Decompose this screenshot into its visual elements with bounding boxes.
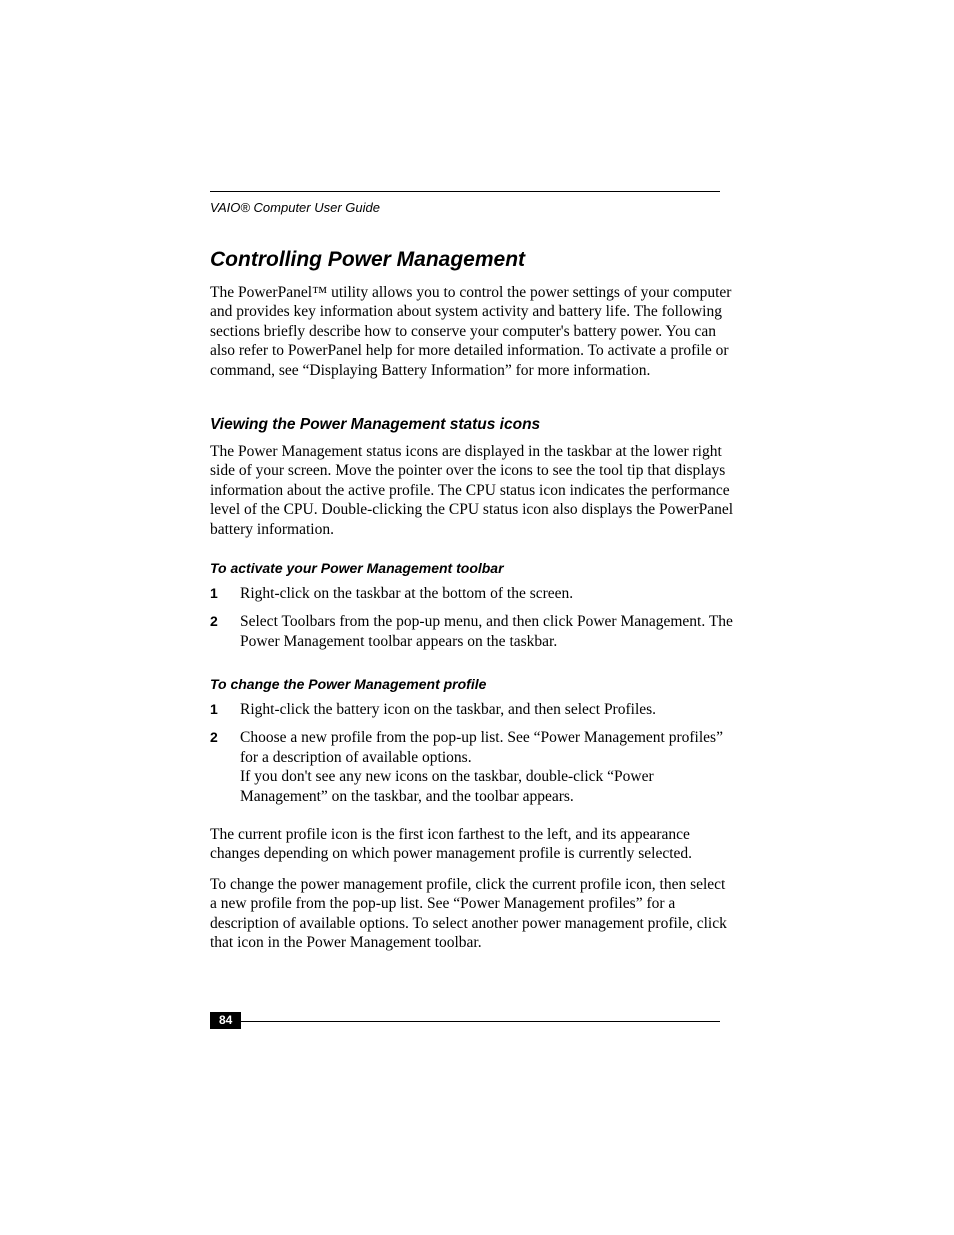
list-number: 2 [210, 728, 222, 806]
closing-paragraph-1: The current profile icon is the first ic… [210, 825, 735, 864]
list-item: 1 Right-click on the taskbar at the bott… [210, 584, 735, 603]
subheading-change-profile: To change the Power Management profile [210, 676, 486, 692]
top-rule [210, 191, 720, 192]
section-a-paragraph: The Power Management status icons are di… [210, 442, 735, 539]
intro-paragraph: The PowerPanel™ utility allows you to co… [210, 283, 735, 380]
bottom-rule [210, 1021, 720, 1022]
list-item: 2 Select Toolbars from the pop-up menu, … [210, 612, 735, 651]
list-number: 2 [210, 612, 222, 651]
closing-paragraph-2: To change the power management profile, … [210, 875, 735, 953]
list-text: Select Toolbars from the pop-up menu, an… [240, 612, 735, 651]
page-title: Controlling Power Management [210, 248, 525, 272]
subheading-activate-toolbar: To activate your Power Management toolba… [210, 560, 504, 576]
list-item: 2 Choose a new profile from the pop-up l… [210, 728, 735, 806]
ordered-list-change-profile: 1 Right-click the battery icon on the ta… [210, 700, 735, 815]
document-page: VAIO® Computer User Guide Controlling Po… [0, 0, 954, 1235]
ordered-list-activate-toolbar: 1 Right-click on the taskbar at the bott… [210, 584, 735, 660]
section-heading-status-icons: Viewing the Power Management status icon… [210, 416, 540, 434]
list-number: 1 [210, 584, 222, 603]
list-text: Right-click on the taskbar at the bottom… [240, 584, 735, 603]
list-number: 1 [210, 700, 222, 719]
list-text: Choose a new profile from the pop-up lis… [240, 728, 735, 806]
page-number-badge: 84 [210, 1012, 241, 1029]
list-text: Right-click the battery icon on the task… [240, 700, 735, 719]
running-header: VAIO® Computer User Guide [210, 200, 380, 215]
list-item: 1 Right-click the battery icon on the ta… [210, 700, 735, 719]
